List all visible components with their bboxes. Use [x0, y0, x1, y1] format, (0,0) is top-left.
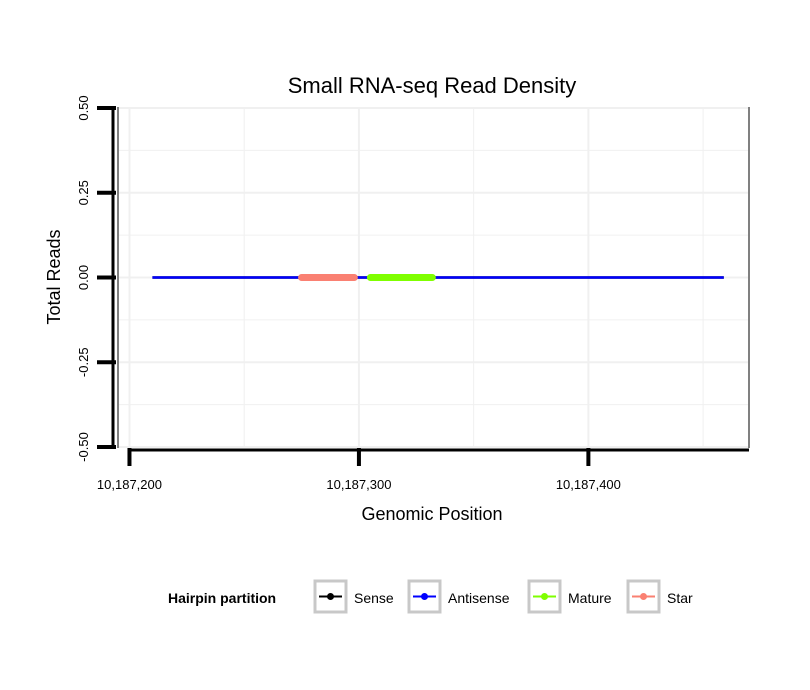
- legend-key-point: [541, 593, 548, 600]
- y-tick-label: -0.50: [76, 432, 91, 462]
- legend-key-point: [421, 593, 428, 600]
- y-axis-title: Total Reads: [44, 229, 64, 324]
- legend-label: Star: [667, 590, 693, 606]
- legend: Hairpin partition Sense Antisense Mature St…: [168, 579, 693, 614]
- legend-key-point: [327, 593, 334, 600]
- x-tick-label: 10,187,200: [97, 477, 162, 492]
- legend-item-mature: Mature: [527, 579, 612, 614]
- legend-item-antisense: Antisense: [407, 579, 510, 614]
- legend-label: Sense: [354, 590, 394, 606]
- x-axis-title: Genomic Position: [361, 504, 502, 524]
- x-axis: 10,187,200 10,187,300 10,187,400: [97, 448, 749, 492]
- legend-title: Hairpin partition: [168, 590, 276, 606]
- legend-label: Antisense: [448, 590, 510, 606]
- y-tick-label: 0.25: [76, 180, 91, 205]
- chart-title: Small RNA-seq Read Density: [288, 73, 577, 98]
- legend-item-star: Star: [626, 579, 693, 614]
- y-tick-label: 0.00: [76, 265, 91, 290]
- x-tick-label: 10,187,300: [326, 477, 391, 492]
- legend-label: Mature: [568, 590, 612, 606]
- x-tick-label: 10,187,400: [556, 477, 621, 492]
- legend-key-point: [640, 593, 647, 600]
- y-tick-label: -0.25: [76, 347, 91, 377]
- y-axis: -0.50 -0.25 0.00 0.25 0.50: [76, 95, 116, 462]
- y-tick-label: 0.50: [76, 95, 91, 120]
- legend-item-sense: Sense: [313, 579, 394, 614]
